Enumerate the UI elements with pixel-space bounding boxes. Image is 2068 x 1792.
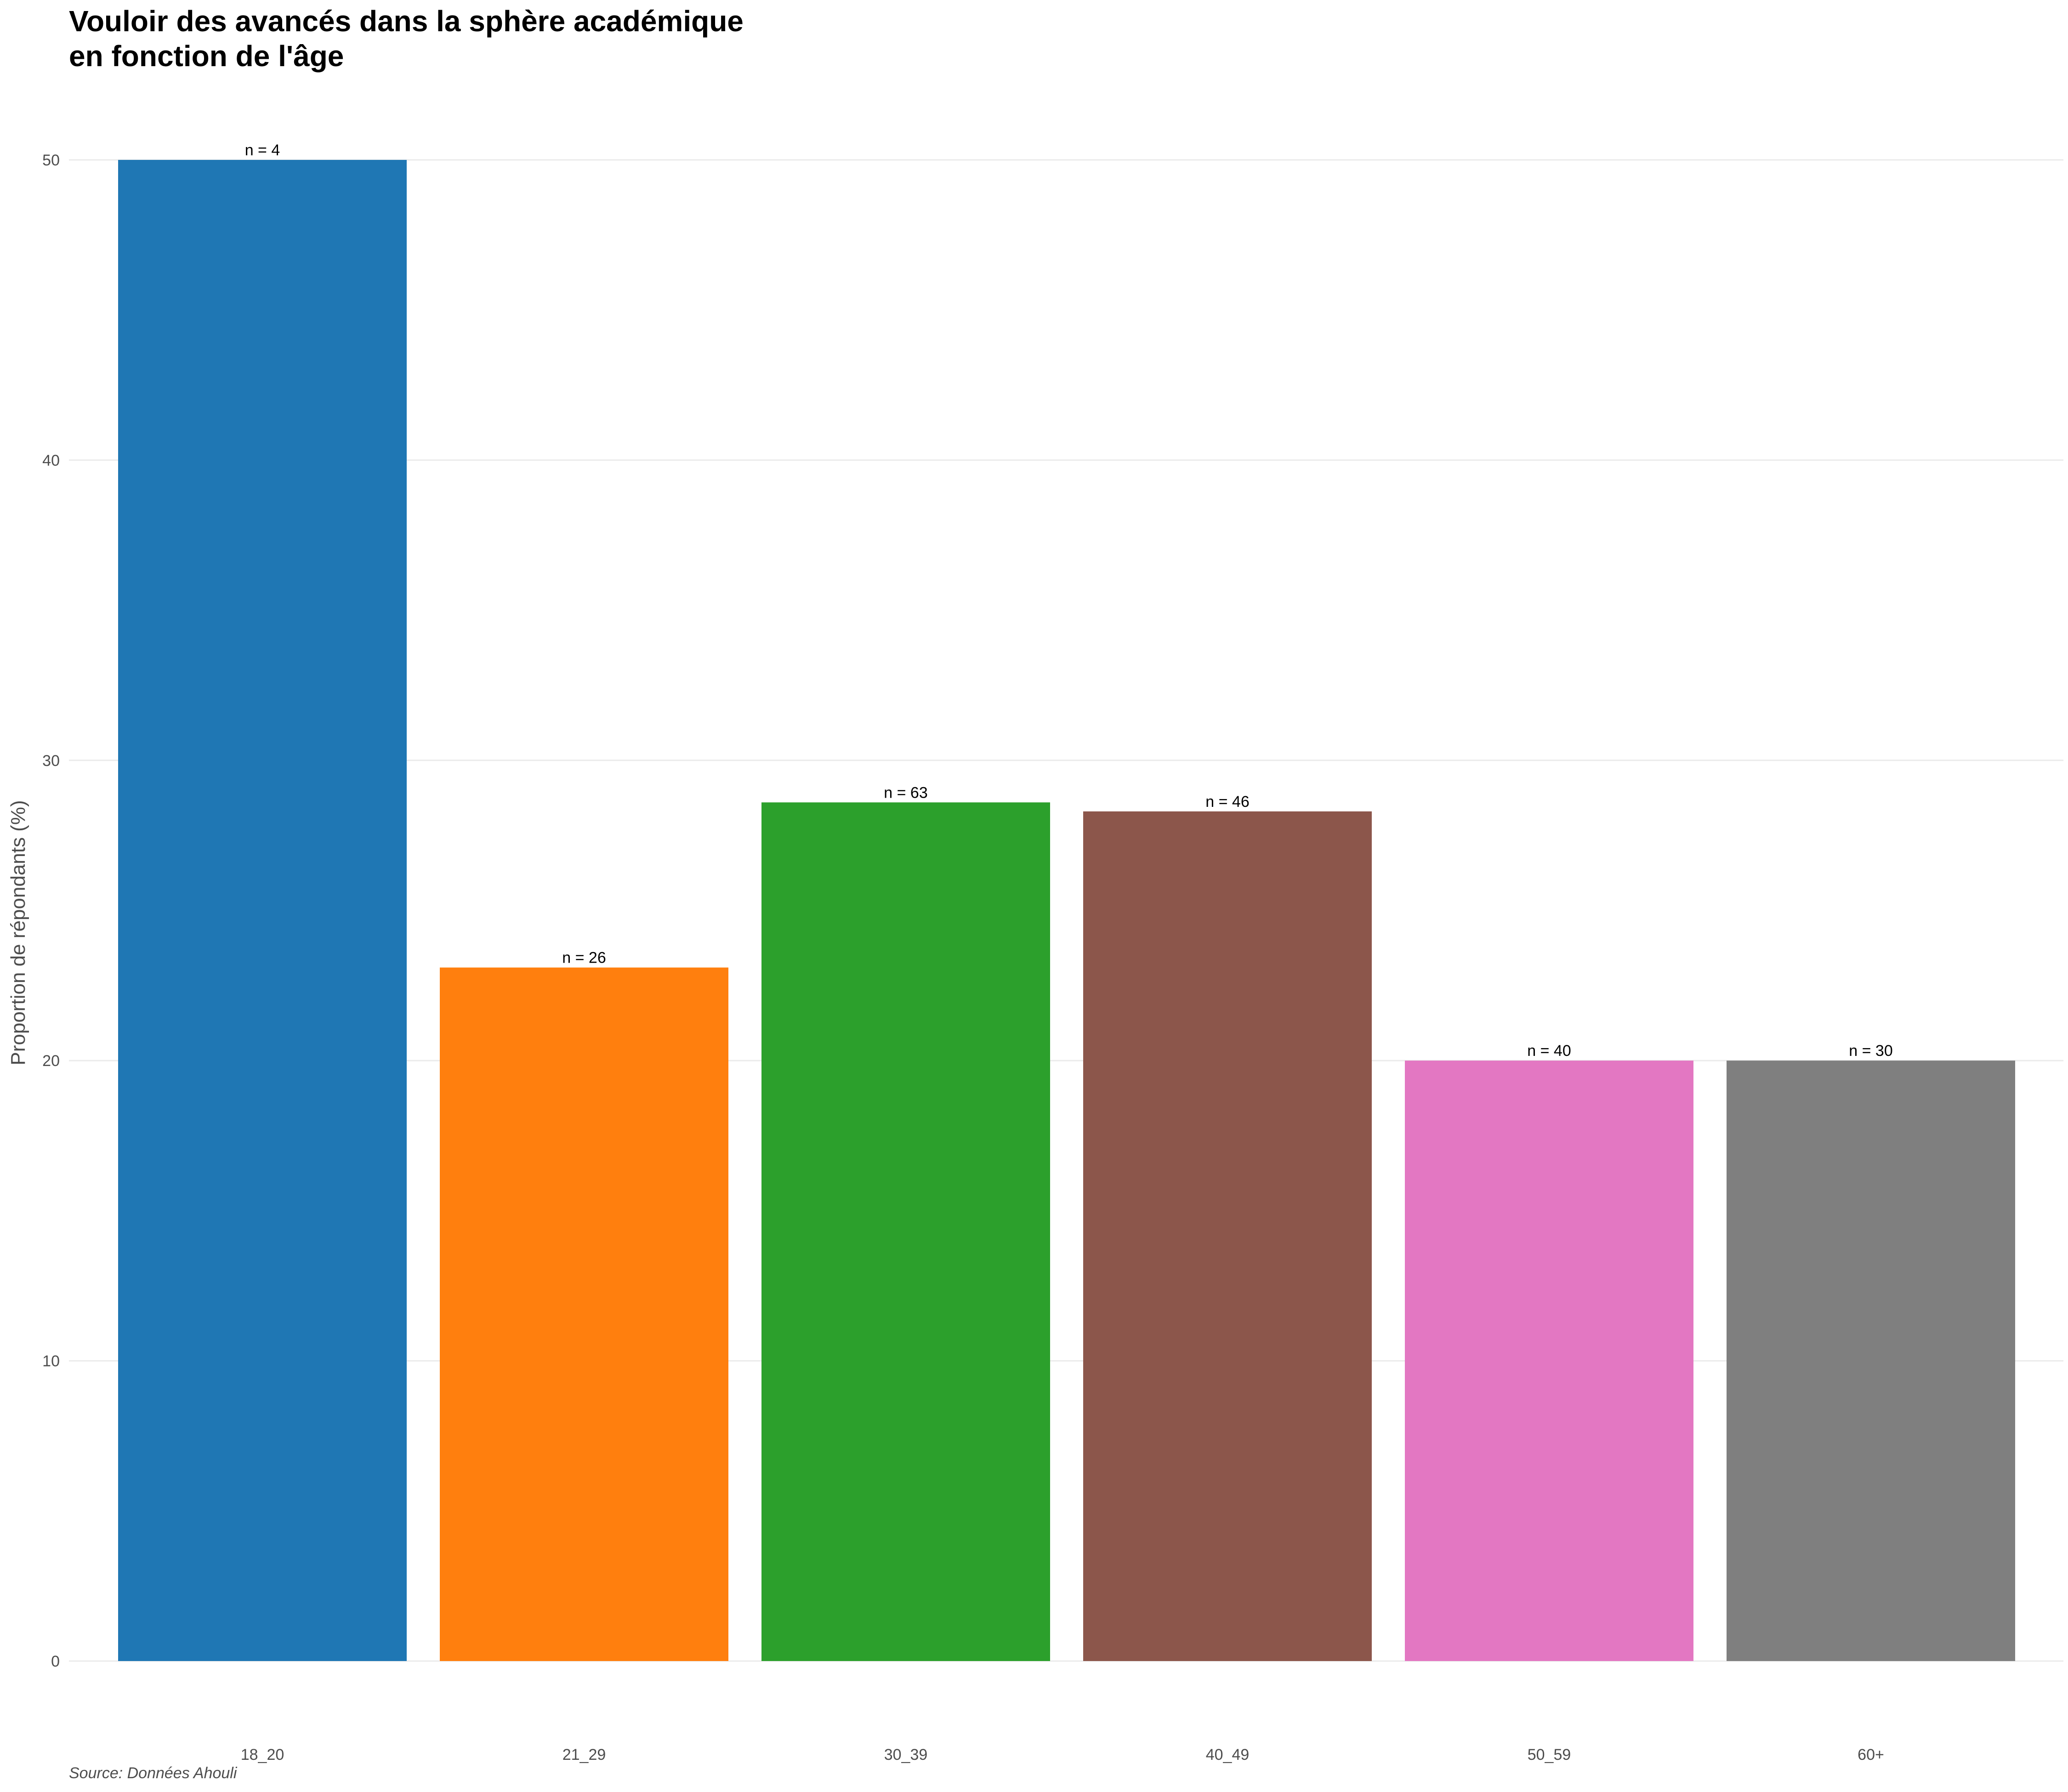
bar-60+ bbox=[1727, 1060, 2015, 1661]
y-tick-label: 40 bbox=[42, 452, 60, 469]
bar-count-label: n = 46 bbox=[1205, 793, 1249, 811]
x-tick-label: 50_59 bbox=[1528, 1746, 1571, 1764]
bars bbox=[118, 160, 2015, 1661]
bar-50_59 bbox=[1405, 1060, 1693, 1661]
x-tick-label: 40_49 bbox=[1206, 1746, 1250, 1764]
y-tick-label: 10 bbox=[42, 1353, 60, 1370]
bar-labels: n = 4 n = 26 n = 63 n = 46 n = 40 n = 30 bbox=[245, 142, 1893, 1060]
bar-count-label: n = 40 bbox=[1527, 1042, 1571, 1060]
y-axis-title: Proportion de répondants (%) bbox=[7, 800, 29, 1065]
y-tick-label: 30 bbox=[42, 752, 60, 770]
bar-18_20 bbox=[118, 160, 407, 1661]
x-axis-ticks: 18_20 21_29 30_39 40_49 50_59 60+ bbox=[241, 1746, 1884, 1764]
y-tick-label: 50 bbox=[42, 152, 60, 169]
bar-30_39 bbox=[761, 802, 1050, 1661]
chart-caption: Source: Données Ahouli bbox=[69, 1764, 237, 1782]
y-axis-ticks: 0 10 20 30 40 50 bbox=[42, 152, 60, 1670]
x-tick-label: 18_20 bbox=[241, 1746, 284, 1764]
x-tick-label: 60+ bbox=[1858, 1746, 1884, 1764]
bar-40_49 bbox=[1083, 811, 1372, 1661]
bar-21_29 bbox=[440, 967, 728, 1661]
chart-title-line-1: Vouloir des avancés dans la sphère acadé… bbox=[69, 5, 744, 38]
bar-count-label: n = 26 bbox=[562, 949, 606, 967]
bar-count-label: n = 4 bbox=[245, 142, 280, 159]
y-tick-label: 20 bbox=[42, 1052, 60, 1070]
x-tick-label: 21_29 bbox=[562, 1746, 606, 1764]
chart-title-line-2: en fonction de l'âge bbox=[69, 40, 344, 73]
bar-count-label: n = 63 bbox=[884, 784, 927, 801]
x-tick-label: 30_39 bbox=[884, 1746, 928, 1764]
y-tick-label: 0 bbox=[51, 1653, 60, 1670]
chart-title: Vouloir des avancés dans la sphère acadé… bbox=[69, 4, 744, 74]
bar-count-label: n = 30 bbox=[1849, 1042, 1892, 1060]
